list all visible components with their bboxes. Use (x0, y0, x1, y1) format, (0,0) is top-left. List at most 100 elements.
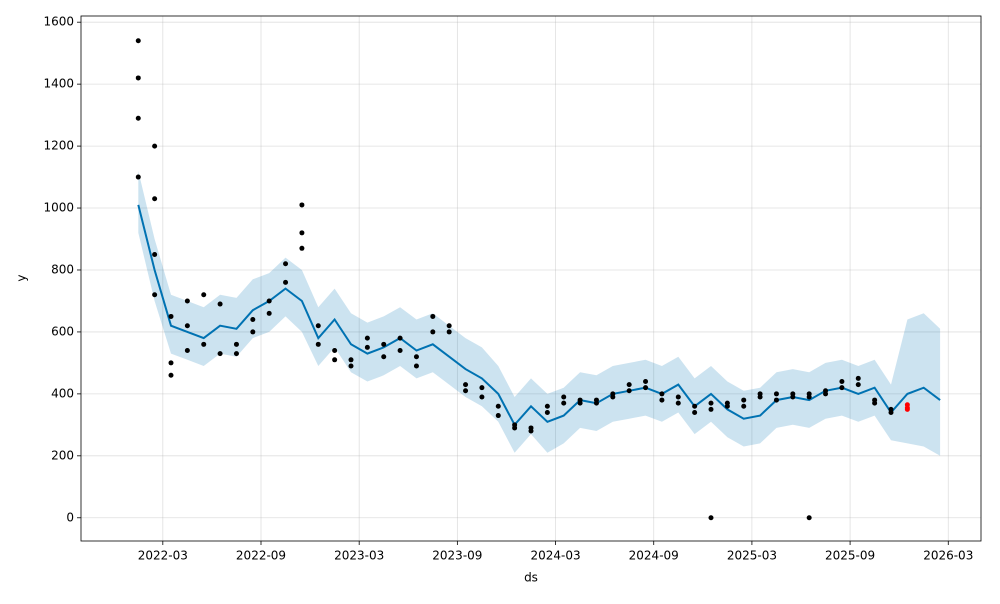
observed-point (659, 391, 665, 397)
observed-point (233, 351, 239, 357)
observed-point (299, 245, 305, 251)
observed-point (561, 394, 567, 400)
uncertainty-band (138, 170, 941, 456)
observed-point (675, 394, 681, 400)
observed-point (790, 394, 796, 400)
observed-point (364, 335, 370, 341)
test-point (904, 402, 910, 408)
y-tick-label: 1600 (43, 15, 74, 29)
x-tick-label: 2023-03 (334, 549, 384, 563)
observed-point (724, 403, 730, 409)
x-tick-label: 2024-09 (629, 549, 679, 563)
test-point (904, 406, 910, 412)
observed-point (610, 394, 616, 400)
observed-point (839, 378, 845, 384)
observed-point (299, 202, 305, 208)
observed-point (479, 385, 485, 391)
observed-point (561, 400, 567, 406)
observed-point (512, 425, 518, 431)
observed-point (643, 378, 649, 384)
observed-point (463, 388, 469, 394)
observed-point (413, 354, 419, 360)
observed-point (217, 351, 223, 357)
observed-point (315, 323, 321, 329)
x-tick-label: 2022-03 (138, 549, 188, 563)
observed-point (528, 428, 534, 434)
observed-point (741, 397, 747, 403)
observed-point (168, 313, 174, 319)
observed-point (446, 329, 452, 335)
observed-point (381, 354, 387, 360)
y-tick-label: 1000 (43, 201, 74, 215)
x-tick-label: 2023-09 (432, 549, 482, 563)
observed-point (773, 397, 779, 403)
observed-point (872, 400, 878, 406)
observed-point (659, 397, 665, 403)
observed-point (757, 394, 763, 400)
observed-point (283, 261, 289, 267)
observed-point (233, 341, 239, 347)
x-tick-label: 2022-09 (236, 549, 286, 563)
observed-point (381, 341, 387, 347)
observed-point (692, 409, 698, 415)
observed-point (217, 301, 223, 307)
observed-point (708, 400, 714, 406)
observed-point (708, 406, 714, 412)
observed-point (283, 279, 289, 285)
observed-point (201, 341, 207, 347)
observed-point (250, 329, 256, 335)
y-tick-label: 200 (51, 448, 74, 462)
observed-point (446, 323, 452, 329)
y-tick-label: 1400 (43, 77, 74, 91)
x-tick-label: 2025-03 (727, 549, 777, 563)
observed-point (184, 323, 190, 329)
observed-point (135, 115, 141, 121)
observed-point (495, 403, 501, 409)
observed-point (692, 403, 698, 409)
x-tick-label: 2024-03 (530, 549, 580, 563)
observed-point (643, 385, 649, 391)
observed-point (266, 298, 272, 304)
plot-frame (80, 15, 982, 542)
observed-point (544, 403, 550, 409)
observed-point (315, 341, 321, 347)
observed-point (741, 403, 747, 409)
y-tick-label: 600 (51, 324, 74, 338)
observed-point (168, 360, 174, 366)
y-tick-label: 800 (51, 262, 74, 276)
observed-point (708, 515, 714, 521)
observed-point (839, 385, 845, 391)
observed-point (168, 372, 174, 378)
x-tick-label: 2025-09 (825, 549, 875, 563)
observed-point (544, 409, 550, 415)
observed-point (184, 348, 190, 354)
observed-point (430, 313, 436, 319)
observed-point (888, 409, 894, 415)
observed-point (135, 38, 141, 44)
observed-point (495, 413, 501, 419)
forecast-line (137, 204, 941, 427)
observed-point (397, 335, 403, 341)
observed-point (593, 400, 599, 406)
observed-point (577, 400, 583, 406)
observed-point (250, 317, 256, 323)
observed-point (463, 382, 469, 388)
observed-point (413, 363, 419, 369)
observed-point (184, 298, 190, 304)
observed-point (364, 344, 370, 350)
observed-point (299, 230, 305, 236)
observed-point (806, 394, 812, 400)
observed-point (626, 382, 632, 388)
observed-point (855, 382, 861, 388)
observed-point (135, 174, 141, 180)
observed-point (332, 348, 338, 354)
observed-point (806, 515, 812, 521)
observed-point (152, 196, 158, 202)
observed-point (675, 400, 681, 406)
observed-point (332, 357, 338, 363)
observed-point (855, 375, 861, 381)
observed-point (479, 394, 485, 400)
observed-point (348, 363, 354, 369)
x-tick-label: 2026-03 (923, 549, 973, 563)
observed-point (773, 391, 779, 397)
